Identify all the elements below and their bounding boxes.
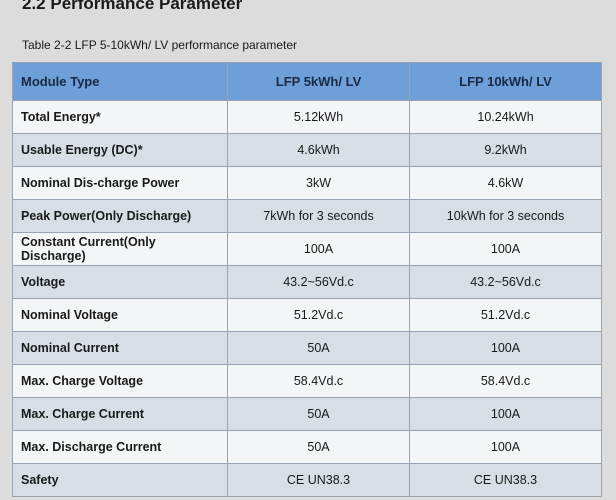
table-row: Max. Charge Voltage 58.4Vd.c 58.4Vd.c bbox=[12, 364, 602, 398]
value-cell: CE UN38.3 bbox=[409, 463, 602, 497]
table-row: Total Energy* 5.12kWh 10.24kWh bbox=[12, 100, 602, 134]
table-row: Max. Discharge Current 50A 100A bbox=[12, 430, 602, 464]
value-cell: 9.2kWh bbox=[409, 133, 602, 167]
value-cell: 10.24kWh bbox=[409, 100, 602, 134]
table-row: Nominal Current 50A 100A bbox=[12, 331, 602, 365]
row-label: Max. Charge Current bbox=[12, 397, 228, 431]
value-cell: 5.12kWh bbox=[226, 100, 411, 134]
value-cell: 50A bbox=[226, 331, 411, 365]
header-cell: Module Type bbox=[12, 62, 228, 101]
header-cell: LFP 5kWh/ LV bbox=[226, 62, 411, 101]
table-row: Voltage 43.2~56Vd.c 43.2~56Vd.c bbox=[12, 265, 602, 299]
header-row: Module Type LFP 5kWh/ LV LFP 10kWh/ LV bbox=[12, 62, 602, 101]
table-row: Max. Charge Current 50A 100A bbox=[12, 397, 602, 431]
row-label: Safety bbox=[12, 463, 228, 497]
value-cell: CE UN38.3 bbox=[226, 463, 411, 497]
value-cell: 58.4Vd.c bbox=[226, 364, 411, 398]
table-row: Nominal Dis-charge Power 3kW 4.6kW bbox=[12, 166, 602, 200]
value-cell: 58.4Vd.c bbox=[409, 364, 602, 398]
value-cell: 43.2~56Vd.c bbox=[226, 265, 411, 299]
value-cell: 51.2Vd.c bbox=[226, 298, 411, 332]
row-label: Total Energy* bbox=[12, 100, 228, 134]
value-cell: 51.2Vd.c bbox=[409, 298, 602, 332]
table-caption: Table 2-2 LFP 5-10kWh/ LV performance pa… bbox=[22, 38, 298, 52]
row-label: Usable Energy (DC)* bbox=[12, 133, 228, 167]
value-cell: 10kWh for 3 seconds bbox=[409, 199, 602, 233]
table-row: Safety CE UN38.3 CE UN38.3 bbox=[12, 463, 602, 497]
section-heading: 2.2 Performance Parameter bbox=[22, 0, 243, 13]
value-cell: 4.6kW bbox=[409, 166, 602, 200]
header-cell: LFP 10kWh/ LV bbox=[409, 62, 602, 101]
row-label: Voltage bbox=[12, 265, 228, 299]
row-label: Max. Charge Voltage bbox=[12, 364, 228, 398]
table-row: Constant Current(Only Discharge) 100A 100A bbox=[12, 232, 602, 266]
row-label: Peak Power(Only Discharge) bbox=[12, 199, 228, 233]
row-label: Constant Current(Only Discharge) bbox=[12, 232, 228, 266]
value-cell: 50A bbox=[226, 430, 411, 464]
value-cell: 4.6kWh bbox=[226, 133, 411, 167]
table-row: Usable Energy (DC)* 4.6kWh 9.2kWh bbox=[12, 133, 602, 167]
value-cell: 100A bbox=[226, 232, 411, 266]
row-label: Nominal Dis-charge Power bbox=[12, 166, 228, 200]
value-cell: 43.2~56Vd.c bbox=[409, 265, 602, 299]
table-row: Nominal Voltage 51.2Vd.c 51.2Vd.c bbox=[12, 298, 602, 332]
value-cell: 100A bbox=[409, 430, 602, 464]
value-cell: 100A bbox=[409, 397, 602, 431]
value-cell: 100A bbox=[409, 232, 602, 266]
value-cell: 100A bbox=[409, 331, 602, 365]
row-label: Nominal Current bbox=[12, 331, 228, 365]
row-label: Max. Discharge Current bbox=[12, 430, 228, 464]
table-row: Peak Power(Only Discharge) 7kWh for 3 sec… bbox=[12, 199, 602, 233]
row-label: Nominal Voltage bbox=[12, 298, 228, 332]
value-cell: 7kWh for 3 seconds bbox=[226, 199, 411, 233]
parameter-table: Module Type LFP 5kWh/ LV LFP 10kWh/ LV Tot… bbox=[12, 62, 602, 497]
value-cell: 3kW bbox=[226, 166, 411, 200]
value-cell: 50A bbox=[226, 397, 411, 431]
